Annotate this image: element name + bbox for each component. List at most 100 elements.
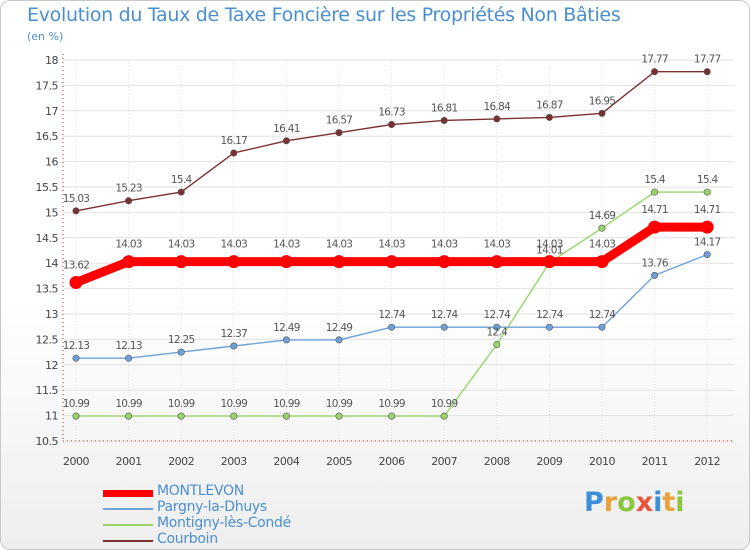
data-label: 14.71 — [641, 204, 668, 216]
data-point — [230, 149, 238, 157]
legend-swatch — [103, 524, 153, 526]
data-point — [177, 412, 185, 420]
x-tick-labels: 2000 2001 2002 2003 2004 2005 2006 2007 2008 2009… — [63, 455, 721, 468]
legend-label: MONTLEVON — [157, 483, 244, 499]
data-label: 17.77 — [641, 54, 668, 66]
y-tick-label: 15 — [45, 206, 58, 219]
data-label: 15.23 — [115, 183, 142, 195]
x-tick-label: 2010 — [589, 455, 615, 468]
legend-swatch — [103, 490, 153, 497]
logo-letter: i — [653, 487, 663, 518]
data-label: 15.4 — [171, 174, 193, 186]
data-label: 14.17 — [694, 237, 721, 249]
data-label: 15.4 — [697, 174, 719, 186]
y-tick-label: 17.5 — [36, 79, 59, 92]
data-point — [437, 255, 451, 269]
data-point — [388, 323, 396, 331]
data-point — [542, 255, 556, 269]
data-point — [703, 251, 711, 259]
proxiti-logo: Proxiti — [584, 487, 685, 518]
data-point — [69, 276, 83, 290]
data-label: 13.76 — [641, 257, 669, 269]
data-point — [598, 109, 606, 117]
data-label: 14.03 — [115, 239, 142, 251]
series-montlevon — [69, 220, 714, 290]
data-label: 14.01 — [536, 245, 563, 257]
data-label: 12.13 — [63, 340, 90, 352]
chart-title: Evolution du Taux de Taxe Foncière sur l… — [27, 4, 621, 26]
data-labels-courboin: 15.03 15.23 15.4 16.17 16.41 16.57 16.73 16.81 1… — [63, 54, 721, 205]
data-label: 10.99 — [273, 398, 300, 410]
x-tick-label: 2012 — [694, 455, 720, 468]
y-tick-label: 14 — [45, 257, 58, 270]
data-label: 10.99 — [63, 398, 90, 410]
legend-swatch — [103, 540, 153, 542]
legend-label: Courboin — [157, 531, 218, 547]
data-point — [282, 412, 290, 420]
x-tick-label: 2000 — [63, 455, 89, 468]
data-point — [545, 113, 553, 121]
data-point — [598, 224, 606, 232]
data-point — [125, 412, 133, 420]
y-tick-label: 14.5 — [36, 232, 59, 245]
y-tick-label: 17 — [45, 105, 58, 118]
data-point — [651, 188, 659, 196]
x-tick-label: 2002 — [168, 455, 194, 468]
data-point — [125, 197, 133, 205]
y-tick-label: 13.5 — [36, 283, 59, 296]
data-point — [595, 255, 609, 269]
data-point — [648, 220, 662, 234]
data-point — [227, 255, 241, 269]
data-point — [177, 348, 185, 356]
data-label: 14.03 — [484, 239, 511, 251]
data-point — [493, 323, 501, 331]
data-point — [177, 188, 185, 196]
data-point — [493, 115, 501, 123]
data-label: 12.74 — [589, 309, 617, 321]
logo-letter: o — [617, 487, 636, 518]
data-point — [440, 412, 448, 420]
data-point — [282, 336, 290, 344]
logo-letter: x — [635, 487, 654, 518]
data-point — [651, 68, 659, 76]
data-point — [72, 207, 80, 215]
data-label: 12.74 — [431, 309, 459, 321]
data-point — [493, 340, 501, 348]
data-point — [230, 412, 238, 420]
data-label: 12.49 — [273, 322, 300, 334]
data-point — [651, 271, 659, 279]
data-label: 10.99 — [378, 398, 405, 410]
data-label: 12.74 — [484, 309, 512, 321]
data-label: 14.69 — [589, 210, 616, 222]
data-point — [282, 137, 290, 145]
data-label: 14.03 — [589, 239, 616, 251]
logo-letter: i — [675, 487, 685, 518]
data-labels-pargny-la-dhuys: 12.13 12.13 12.25 12.37 12.49 12.49 12.74 12.74… — [63, 237, 721, 353]
data-point — [279, 255, 293, 269]
series-line — [71, 222, 712, 288]
data-label: 10.99 — [115, 398, 142, 410]
data-label: 10.99 — [168, 398, 195, 410]
data-label: 14.03 — [378, 239, 405, 251]
data-label: 16.57 — [326, 115, 353, 127]
y-tick-label: 12 — [45, 359, 58, 372]
data-label: 16.41 — [273, 123, 300, 135]
data-point — [335, 412, 343, 420]
data-label: 16.17 — [221, 135, 248, 147]
data-labels-montigny-l-s-cond-: 10.99 10.99 10.99 10.99 10.99 10.99 10.99 10.99… — [63, 174, 719, 410]
y-tick-labels: 10.5 11 11.5 12 12.5 13 13.5 14 14.5 15 15.5 16 16.5… — [36, 54, 59, 448]
data-label: 15.03 — [63, 193, 90, 205]
x-tick-label: 2004 — [273, 455, 299, 468]
y-tick-label: 10.5 — [36, 435, 59, 448]
chart-unit-label: (en %) — [27, 30, 64, 43]
data-label: 14.71 — [694, 204, 721, 216]
data-point — [174, 255, 188, 269]
data-point — [388, 121, 396, 129]
x-tick-label: 2001 — [116, 455, 142, 468]
x-tick-label: 2005 — [326, 455, 352, 468]
x-tick-label: 2006 — [379, 455, 405, 468]
data-label: 14.03 — [273, 239, 300, 251]
x-tick-label: 2007 — [431, 455, 457, 468]
